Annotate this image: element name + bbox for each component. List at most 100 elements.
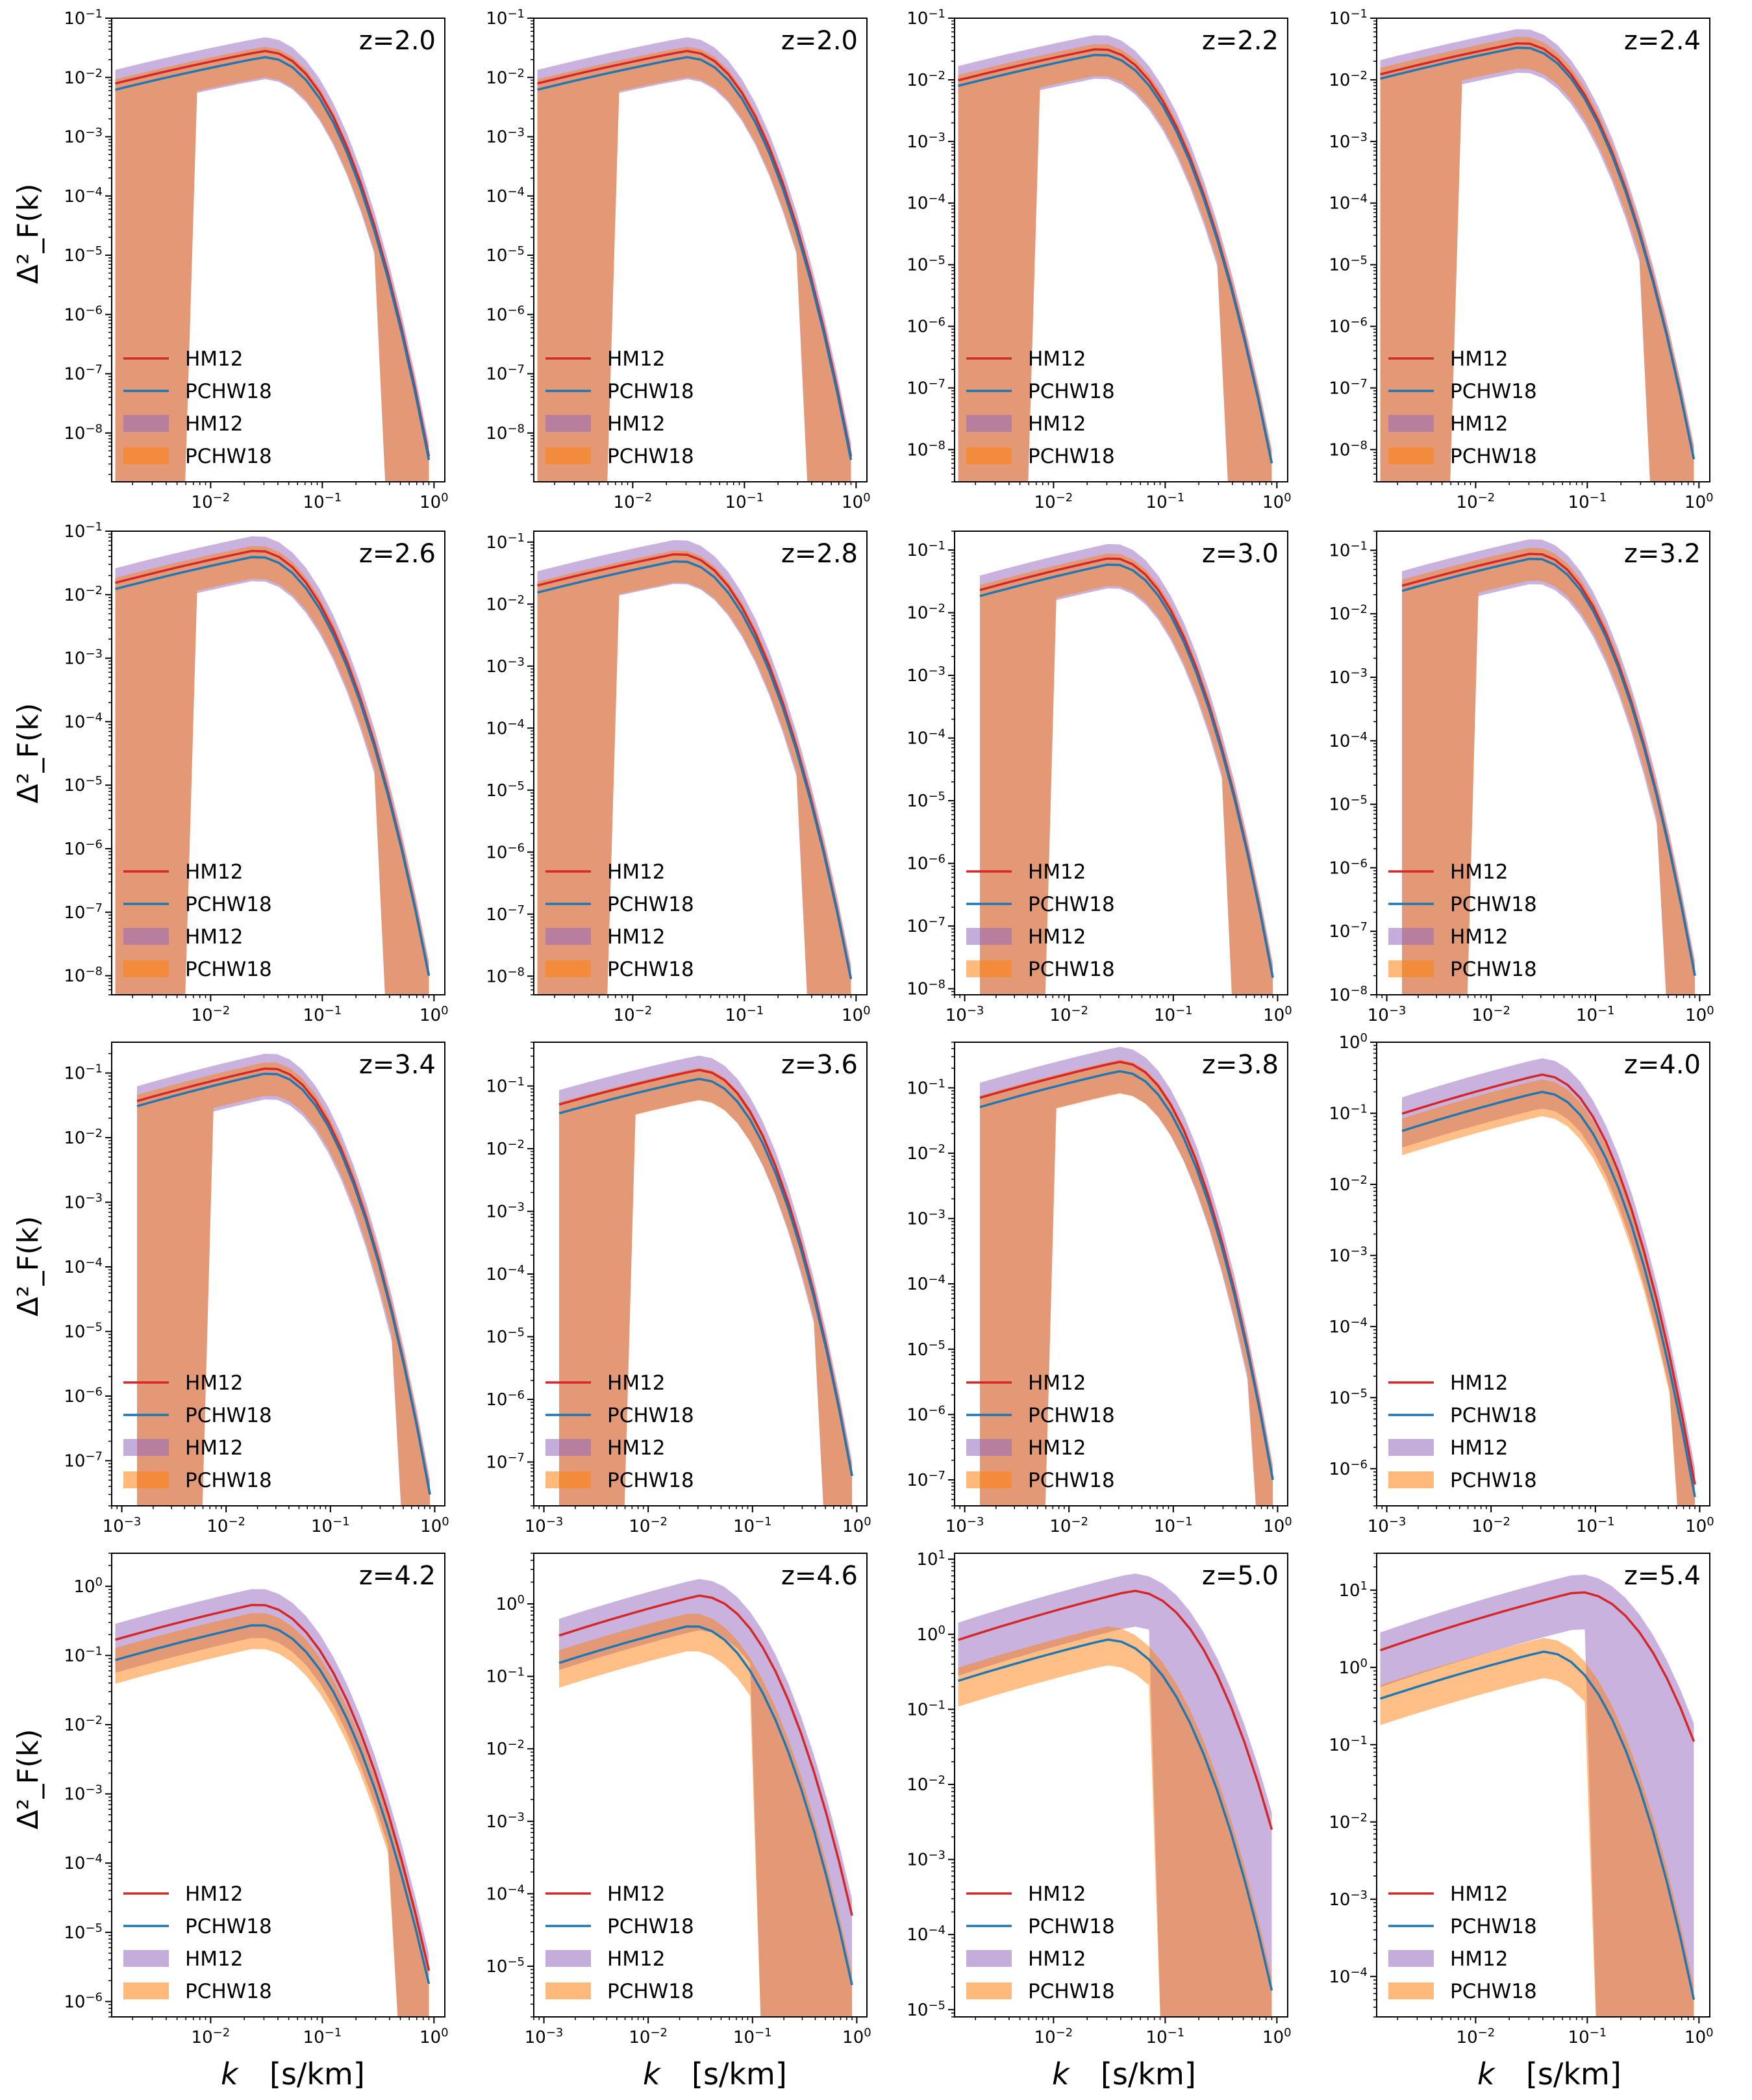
legend-pchw18-line: PCHW18 bbox=[1388, 380, 1537, 403]
legend-label: HM12 bbox=[185, 860, 244, 884]
legend-hm12-band: HM12 bbox=[1388, 412, 1508, 436]
legend-swatch bbox=[123, 1982, 169, 1999]
y-tick-label: 10−8 bbox=[486, 965, 525, 987]
y-tick-label: 10−3 bbox=[486, 655, 525, 677]
legend-label: PCHW18 bbox=[185, 445, 272, 468]
x-tick-label: 100 bbox=[1262, 2026, 1292, 2048]
y-tick-label: 10−4 bbox=[907, 1923, 945, 1945]
x-tick-label: 100 bbox=[1263, 1515, 1292, 1537]
pchw18-line bbox=[558, 1625, 853, 1986]
legend-pchw18-band: PCHW18 bbox=[966, 1980, 1115, 2003]
legend-pchw18-band: PCHW18 bbox=[545, 1469, 694, 1492]
x-axis-var-col1: k bbox=[221, 2056, 240, 2092]
panel-6: 10−8 10−7 10−6 10−5 10−4 10−3 10−2 10−1 10−2 10−1… bbox=[486, 531, 871, 1026]
x-axis-label-col3: k [s/km] bbox=[1052, 2056, 1196, 2092]
panel-title: z=5.0 bbox=[1202, 1561, 1279, 1591]
legend-hm12-band: HM12 bbox=[966, 412, 1086, 436]
legend-label: HM12 bbox=[1450, 1947, 1508, 1971]
legend-label: HM12 bbox=[607, 925, 666, 949]
legend-label: PCHW18 bbox=[607, 958, 694, 981]
pchw18-line bbox=[1379, 1650, 1696, 2000]
y-tick-label: 10−4 bbox=[486, 717, 525, 739]
x-tick-label: 10−3 bbox=[945, 1515, 984, 1537]
y-tick-label: 10−6 bbox=[64, 837, 103, 859]
y-tick-label: 10−7 bbox=[907, 377, 945, 399]
pchw18-line bbox=[1401, 557, 1696, 976]
y-tick-label: 10−1 bbox=[1329, 1102, 1368, 1124]
panel-8: 10−8 10−7 10−6 10−5 10−4 10−3 10−2 10−1 10−3 10−2… bbox=[1329, 531, 1714, 1026]
y-tick-label: 10−3 bbox=[64, 125, 103, 147]
y-tick-label: 10−8 bbox=[64, 964, 103, 986]
legend-label: HM12 bbox=[1028, 412, 1086, 436]
legend-label: PCHW18 bbox=[607, 445, 694, 468]
y-tick-label: 10−2 bbox=[907, 68, 945, 90]
x-tick-label: 100 bbox=[420, 1515, 449, 1537]
legend-label: HM12 bbox=[185, 1371, 244, 1395]
pchw18-band bbox=[1402, 1079, 1696, 1506]
y-ticks: 10−6 10−5 10−4 10−3 10−2 10−1 100 bbox=[64, 1553, 112, 2018]
legend-swatch bbox=[1388, 960, 1434, 977]
legend-swatch bbox=[966, 447, 1012, 464]
legend: HM12 PCHW18 HM12 PCHW18 bbox=[966, 347, 1115, 468]
legend-hm12-band: HM12 bbox=[966, 1436, 1086, 1460]
plot-area bbox=[558, 1055, 853, 1506]
panel-title: z=3.0 bbox=[1202, 539, 1279, 569]
legend-pchw18-band: PCHW18 bbox=[123, 445, 272, 468]
panel-15: 10−5 10−4 10−3 10−2 10−1 100 101 10−2 10−1 100 z=5… bbox=[907, 1548, 1292, 2048]
legend-pchw18-band: PCHW18 bbox=[1388, 445, 1537, 468]
x-tick-label: 10−2 bbox=[206, 1515, 245, 1537]
x-tick-label: 10−1 bbox=[733, 2026, 772, 2048]
y-tick-label: 100 bbox=[1338, 1031, 1368, 1053]
legend-swatch bbox=[1388, 928, 1434, 945]
x-tick-label: 100 bbox=[1685, 1004, 1714, 1026]
x-axis-label-col4: k [s/km] bbox=[1477, 2056, 1621, 2092]
y-tick-label: 10−5 bbox=[486, 1325, 525, 1347]
legend-swatch bbox=[123, 928, 169, 945]
y-ticks: 10−7 10−6 10−5 10−4 10−3 10−2 10−1 bbox=[64, 1053, 112, 1506]
y-tick-label: 10−4 bbox=[1329, 729, 1368, 751]
legend-label: HM12 bbox=[1450, 925, 1508, 949]
y-tick-label: 10−1 bbox=[907, 1698, 945, 1720]
y-tick-label: 10−2 bbox=[907, 601, 945, 623]
y-ticks: 10−5 10−4 10−3 10−2 10−1 100 101 bbox=[907, 1548, 955, 2020]
x-axis-var-col2: k bbox=[643, 2056, 662, 2092]
x-tick-label: 100 bbox=[842, 1004, 871, 1026]
y-tick-label: 10−2 bbox=[64, 1714, 103, 1736]
x-tick-label: 10−2 bbox=[1049, 1515, 1088, 1537]
y-tick-label: 10−6 bbox=[1329, 315, 1368, 337]
legend-hm12-line: HM12 bbox=[966, 1882, 1086, 1906]
legend-pchw18-band: PCHW18 bbox=[545, 445, 694, 468]
legend-swatch bbox=[545, 928, 591, 945]
x-tick-label: 10−3 bbox=[1368, 1515, 1407, 1537]
y-tick-label: 10−6 bbox=[486, 841, 525, 863]
y-tick-label: 100 bbox=[495, 1593, 525, 1615]
legend-pchw18-line: PCHW18 bbox=[545, 380, 694, 403]
y-tick-label: 10−2 bbox=[907, 1142, 945, 1164]
y-tick-label: 10−2 bbox=[1329, 603, 1368, 625]
plot-area bbox=[1401, 1058, 1696, 1506]
pchw18-band bbox=[137, 1062, 431, 1506]
axes-frame bbox=[954, 1042, 1288, 1506]
y-tick-label: 10−2 bbox=[1329, 68, 1368, 90]
panel-13: 10−6 10−5 10−4 10−3 10−2 10−1 100 10−2 10−1 100 z=… bbox=[64, 1553, 449, 2047]
y-tick-label: 10−3 bbox=[486, 1200, 525, 1222]
legend-hm12-band: HM12 bbox=[966, 925, 1086, 949]
y-tick-label: 10−5 bbox=[64, 774, 103, 796]
pchw18-band bbox=[559, 1068, 853, 1506]
y-tick-label: 10−7 bbox=[486, 1451, 525, 1473]
legend-pchw18-line: PCHW18 bbox=[1388, 1915, 1537, 1938]
x-ticks: 10−3 10−2 10−1 100 bbox=[945, 1506, 1292, 1536]
y-ticks: 10−8 10−7 10−6 10−5 10−4 10−3 10−2 10−1 bbox=[486, 7, 534, 475]
plot-area bbox=[1401, 539, 1696, 995]
y-tick-label: 10−2 bbox=[64, 583, 103, 605]
y-tick-label: 10−1 bbox=[486, 1665, 525, 1687]
panel-11: 10−7 10−6 10−5 10−4 10−3 10−2 10−1 10−3 10−2 10−1… bbox=[907, 1042, 1292, 1536]
y-tick-label: 10−1 bbox=[64, 1062, 103, 1084]
legend: HM12 PCHW18 HM12 PCHW18 bbox=[1388, 1371, 1537, 1492]
legend-label: PCHW18 bbox=[1450, 380, 1537, 403]
x-axis-var-col4: k bbox=[1477, 2056, 1496, 2092]
x-tick-label: 100 bbox=[842, 491, 871, 513]
legend-label: PCHW18 bbox=[607, 893, 694, 916]
legend-hm12-line: HM12 bbox=[545, 860, 666, 884]
y-ticks: 10−8 10−7 10−6 10−5 10−4 10−3 10−2 10−1 bbox=[1329, 7, 1377, 482]
